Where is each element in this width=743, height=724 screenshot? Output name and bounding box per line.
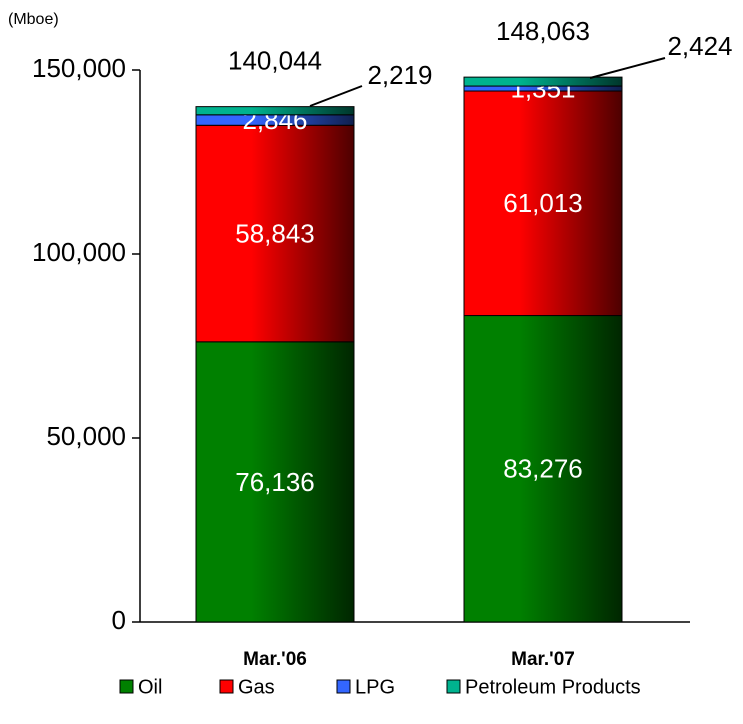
value-label: 2,219 bbox=[367, 60, 432, 90]
legend-swatch bbox=[446, 679, 461, 694]
x-tick-label: Mar.'06 bbox=[243, 649, 307, 670]
value-label: 2,424 bbox=[667, 31, 732, 61]
legend-swatch bbox=[219, 679, 234, 694]
total-label: 148,063 bbox=[496, 16, 590, 46]
x-tick-label: Mar.'07 bbox=[511, 649, 575, 670]
legend-label: Oil bbox=[138, 676, 162, 698]
leader-line bbox=[589, 57, 666, 79]
total-label: 140,044 bbox=[228, 46, 322, 76]
value-label: 58,843 bbox=[235, 218, 315, 248]
bar-segment bbox=[463, 76, 623, 87]
value-label: 83,276 bbox=[503, 454, 583, 484]
bar-segment bbox=[195, 106, 355, 116]
value-label: 76,136 bbox=[235, 467, 315, 497]
y-tick-label: 0 bbox=[112, 605, 126, 635]
bar-segment bbox=[463, 90, 623, 317]
legend-swatch bbox=[336, 679, 351, 694]
bar-segment bbox=[195, 341, 355, 623]
bar-segment bbox=[195, 124, 355, 343]
bar-segment bbox=[463, 315, 623, 623]
leader-line bbox=[309, 85, 363, 107]
legend-swatch bbox=[119, 679, 134, 694]
y-tick-label: 150,000 bbox=[32, 53, 126, 83]
value-label: 61,013 bbox=[503, 188, 583, 218]
legend-label: Gas bbox=[238, 676, 275, 698]
legend-label: Petroleum Products bbox=[465, 676, 641, 698]
y-tick-label: 50,000 bbox=[46, 421, 126, 451]
y-tick-label: 100,000 bbox=[32, 237, 126, 267]
legend-label: LPG bbox=[355, 676, 395, 698]
y-axis-label: (Mboe) bbox=[8, 11, 59, 28]
